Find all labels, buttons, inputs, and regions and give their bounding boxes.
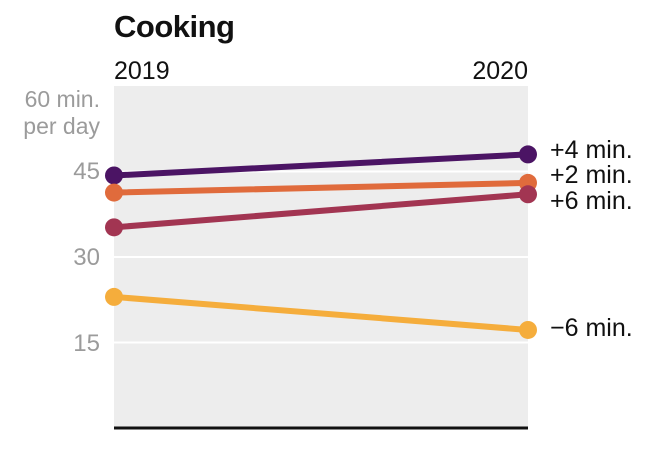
series-3-point-2019 bbox=[105, 218, 123, 237]
chart-title: Cooking bbox=[114, 9, 235, 44]
x-label-2020: 2020 bbox=[472, 57, 528, 85]
series-2-point-2019 bbox=[105, 183, 123, 202]
series-2-line bbox=[111, 179, 531, 196]
series-3-line bbox=[111, 191, 531, 231]
y-tick-15: 15 bbox=[73, 330, 100, 357]
y-tick-30: 30 bbox=[73, 244, 100, 271]
delta-label-series-1: +4 min. bbox=[550, 136, 633, 164]
delta-label-series-3: +6 min. bbox=[550, 187, 633, 215]
series-4-line bbox=[111, 293, 531, 333]
series-3-point-2020 bbox=[519, 185, 537, 204]
series-4-point-2019 bbox=[105, 287, 123, 306]
series-1-point-2020 bbox=[519, 145, 537, 164]
delta-label-series-2: +2 min. bbox=[550, 161, 633, 189]
y-axis-label-line2: per day bbox=[23, 113, 100, 139]
delta-label-series-4: −6 min. bbox=[550, 314, 633, 342]
series-1-point-2019 bbox=[105, 166, 123, 185]
series-layer bbox=[105, 145, 537, 339]
series-1-line bbox=[111, 151, 531, 179]
x-label-2019: 2019 bbox=[114, 57, 170, 85]
y-axis-label-line1: 60 min. bbox=[25, 86, 100, 112]
series-4-point-2020 bbox=[519, 320, 537, 339]
y-tick-45: 45 bbox=[73, 158, 100, 185]
